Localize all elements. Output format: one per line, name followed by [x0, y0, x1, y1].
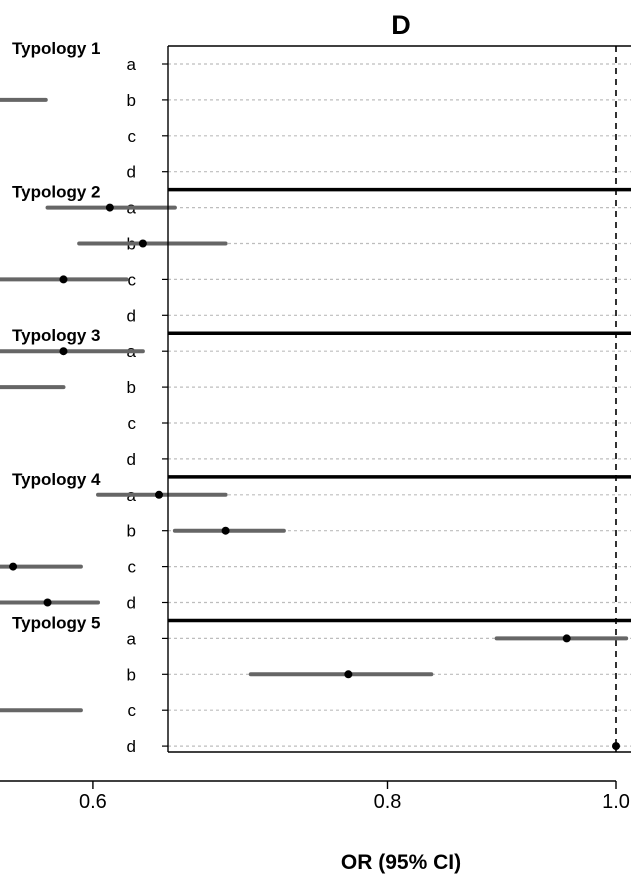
- group-label: Typology 4: [12, 470, 101, 489]
- row-label: b: [127, 378, 136, 397]
- point-estimate: [9, 562, 18, 571]
- row-label: c: [128, 414, 137, 433]
- row-label: b: [127, 665, 136, 684]
- row-label: c: [128, 558, 137, 577]
- point-estimate: [59, 347, 68, 356]
- row-label: b: [127, 91, 136, 110]
- row-label: d: [127, 163, 136, 182]
- point-estimate: [105, 203, 114, 212]
- row-label: d: [127, 594, 136, 613]
- point-estimate: [43, 598, 52, 607]
- x-axis-label: OR (95% CI): [341, 851, 461, 874]
- point-estimate: [221, 526, 230, 535]
- group-label: Typology 2: [12, 183, 100, 202]
- row-label: c: [128, 127, 137, 146]
- row-label: c: [128, 701, 137, 720]
- row-label: a: [127, 55, 137, 74]
- row-label: b: [127, 522, 136, 541]
- point-estimate: [344, 670, 353, 679]
- row-label: d: [127, 737, 136, 756]
- x-tick-label: 0.6: [79, 791, 107, 813]
- x-tick-label: 0.8: [374, 791, 402, 813]
- x-tick-label: 1.0: [602, 791, 630, 813]
- point-estimate: [612, 742, 620, 751]
- group-label: Typology 5: [12, 613, 100, 632]
- group-label: Typology 1: [12, 39, 100, 58]
- point-estimate: [59, 275, 68, 284]
- point-estimate: [562, 634, 571, 643]
- point-estimate: [138, 239, 147, 248]
- row-label: d: [127, 450, 136, 469]
- row-label: c: [128, 270, 137, 289]
- point-estimate: [155, 490, 164, 499]
- row-label: a: [127, 629, 137, 648]
- chart-title: D: [391, 10, 411, 40]
- row-label: d: [127, 306, 136, 325]
- group-label: Typology 3: [12, 326, 100, 345]
